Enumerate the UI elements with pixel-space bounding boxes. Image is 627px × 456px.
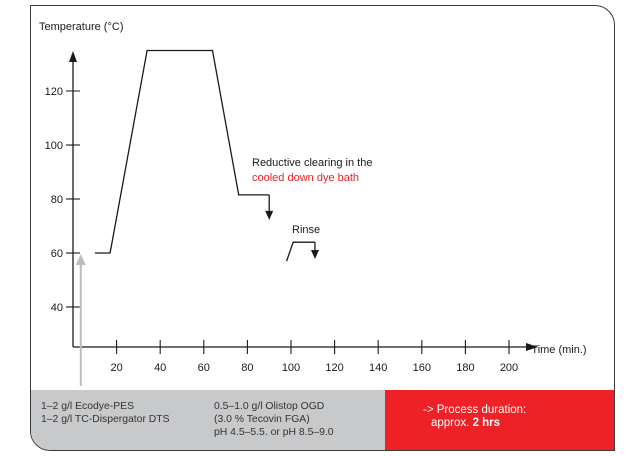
down-arrow-head [265, 210, 274, 220]
duration-prefix: approx. [431, 417, 470, 429]
y-axis-label: Temperature (°C) [39, 21, 123, 33]
series-line-2 [285, 241, 315, 262]
x-tick-label: 20 [110, 362, 122, 374]
x-axis-arrowhead [526, 343, 538, 351]
y-tick-label: 100 [45, 140, 63, 152]
recipe-line: 0.5–1.0 g/l Olistop OGD [214, 401, 325, 412]
dosing-arrow-head [75, 254, 86, 265]
x-tick-label: 160 [413, 362, 431, 374]
axes: 40 60 80 100 120 20 40 60 80 100 120 140 160 180 200 [45, 51, 538, 386]
x-axis-label: Time (min.) [531, 344, 586, 356]
annotation-rinse: Rinse [292, 224, 320, 236]
series-line-1 [94, 49, 270, 254]
duration-value: 2 hrs [472, 417, 501, 429]
x-tick-label: 200 [500, 362, 518, 374]
recipe-line: 1–2 g/l Ecodye-PES [41, 401, 134, 412]
duration-label: -> Process duration: [423, 404, 527, 416]
footer-duration-panel: -> Process duration: approx. 2 hrs [385, 390, 614, 450]
y-tick-label: 40 [51, 302, 63, 314]
down-arrow-head [310, 250, 319, 260]
footer-recipe-col2: 0.5–1.0 g/l Olistop OGD (3.0 % Tecovin F… [214, 400, 334, 439]
x-tick-label: 80 [241, 362, 253, 374]
x-tick-label: 180 [456, 362, 474, 374]
chart-frame: Temperature (°C) 40 60 80 100 120 20 40 60 80 100… [30, 5, 615, 451]
recipe-line: (3.0 % Tecovin FGA) [214, 414, 310, 425]
process-duration: -> Process duration: approx. 2 hrs [423, 404, 526, 430]
footer-recipe-panel: 1–2 g/l Ecodye-PES 1–2 g/l TC-Dispergato… [31, 390, 385, 450]
y-tick-label: 80 [51, 194, 63, 206]
series-marks [94, 49, 319, 262]
footer-recipe-col1: 1–2 g/l Ecodye-PES 1–2 g/l TC-Dispergato… [41, 400, 170, 426]
y-tick-label: 120 [45, 86, 63, 98]
x-tick-label: 120 [325, 362, 343, 374]
annotation-reductive-line2: cooled down dye bath [252, 172, 359, 184]
y-tick-label: 60 [51, 248, 63, 260]
x-tick-label: 140 [369, 362, 387, 374]
x-tick-label: 100 [282, 362, 300, 374]
y-axis-arrowhead [69, 51, 77, 62]
x-tick-label: 60 [198, 362, 210, 374]
annotation-reductive-line1: Reductive clearing in the [252, 157, 372, 169]
recipe-line: 1–2 g/l TC-Dispergator DTS [41, 414, 170, 425]
x-tick-label: 40 [154, 362, 166, 374]
recipe-line: pH 4.5–5.5. or pH 8.5–9.0 [214, 427, 334, 438]
temperature-time-chart: Temperature (°C) 40 60 80 100 120 20 40 60 80 100… [39, 21, 587, 386]
duration-value-line: approx. 2 hrs [423, 417, 526, 430]
